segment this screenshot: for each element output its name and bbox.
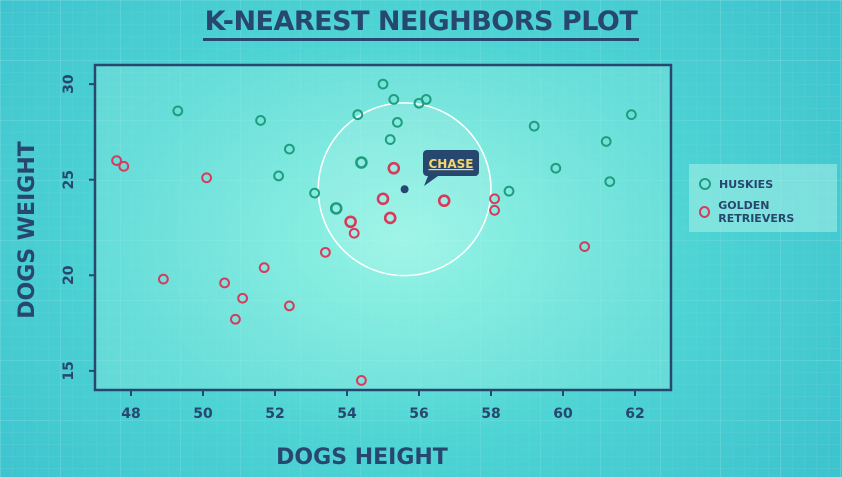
golden-retrievers-point-19 bbox=[579, 241, 590, 253]
golden-retrievers-point-17 bbox=[489, 193, 501, 205]
golden-retrievers-point-5 bbox=[230, 313, 241, 325]
huskies-point-8 bbox=[377, 78, 389, 90]
golden-retrievers-point-12 bbox=[356, 375, 367, 386]
huskies-point-0 bbox=[172, 105, 184, 117]
chart-title: K-NEAREST NEIGHBORS PLOT bbox=[0, 6, 842, 41]
huskies-point-18 bbox=[604, 176, 616, 188]
x-tick-label-62: 62 bbox=[625, 406, 644, 422]
golden-retrievers-point-1 bbox=[118, 160, 130, 172]
huskies-point-9 bbox=[384, 134, 396, 145]
huskies-point-14 bbox=[503, 185, 515, 197]
legend-label-huskies: HUSKIES bbox=[719, 177, 774, 191]
huskies-point-7 bbox=[355, 156, 368, 169]
golden-retrievers-point-7 bbox=[258, 262, 270, 274]
plot-area bbox=[93, 63, 673, 392]
huskies-point-6 bbox=[352, 109, 364, 121]
x-tick-label-50: 50 bbox=[193, 406, 213, 422]
golden-retrievers-point-14 bbox=[383, 211, 397, 225]
golden-retrievers-point-2 bbox=[158, 273, 169, 285]
huskies-point-17 bbox=[600, 136, 612, 147]
huskies-point-10 bbox=[388, 94, 400, 105]
golden-retrievers-point-15 bbox=[387, 161, 401, 175]
golden-retrievers-point-0 bbox=[111, 155, 122, 166]
y-tick-label-30: 30 bbox=[61, 74, 77, 94]
chase-label-pointer bbox=[424, 176, 438, 186]
y-tick-label-20: 20 bbox=[61, 265, 77, 285]
chase-query-point bbox=[400, 185, 409, 194]
huskies-point-2 bbox=[273, 170, 285, 182]
x-tick-label-58: 58 bbox=[481, 406, 500, 422]
golden-retrievers-point-16 bbox=[437, 194, 451, 208]
y-axis-title: DOGS WEIGHT bbox=[15, 141, 40, 318]
golden-retrievers-point-18 bbox=[489, 204, 501, 216]
huskies-point-4 bbox=[309, 187, 321, 199]
legend-marker-huskies bbox=[699, 178, 711, 190]
legend: HUSKIES GOLDEN RETRIEVERS bbox=[689, 164, 837, 232]
golden-retrievers-point-10 bbox=[344, 215, 357, 229]
golden-retrievers-point-3 bbox=[201, 172, 213, 184]
chase-label-box bbox=[423, 150, 479, 176]
huskies-point-19 bbox=[626, 109, 637, 121]
huskies-point-13 bbox=[420, 94, 432, 105]
golden-retrievers-point-13 bbox=[376, 192, 390, 206]
x-axis-title: DOGS HEIGHT bbox=[276, 445, 448, 470]
huskies-point-1 bbox=[255, 115, 267, 126]
legend-item-huskies: HUSKIES bbox=[699, 176, 773, 192]
golden-retrievers-point-9 bbox=[320, 246, 331, 258]
golden-retrievers-point-8 bbox=[284, 300, 295, 312]
y-tick-label-25: 25 bbox=[61, 170, 77, 189]
legend-item-golden-retrievers: GOLDEN RETRIEVERS bbox=[699, 199, 837, 225]
chase-label-text: CHASE bbox=[429, 157, 474, 171]
huskies-point-5 bbox=[329, 202, 343, 215]
huskies-point-16 bbox=[550, 162, 562, 174]
x-tick-label-52: 52 bbox=[265, 406, 284, 422]
legend-marker-golden-retrievers bbox=[699, 206, 711, 218]
golden-retrievers-point-6 bbox=[237, 292, 249, 304]
x-tick-label-56: 56 bbox=[409, 406, 428, 422]
y-tick-label-15: 15 bbox=[61, 361, 77, 380]
legend-label-golden-retrievers: GOLDEN RETRIEVERS bbox=[718, 199, 795, 225]
x-tick-label-54: 54 bbox=[337, 406, 357, 422]
huskies-point-15 bbox=[528, 120, 540, 132]
huskies-point-11 bbox=[392, 116, 403, 128]
golden-retrievers-point-11 bbox=[348, 227, 360, 239]
x-tick-label-60: 60 bbox=[553, 406, 573, 422]
huskies-point-3 bbox=[284, 143, 295, 155]
chase-label: CHASE bbox=[423, 150, 479, 186]
x-tick-label-48: 48 bbox=[121, 406, 140, 422]
golden-retrievers-point-4 bbox=[219, 277, 231, 289]
